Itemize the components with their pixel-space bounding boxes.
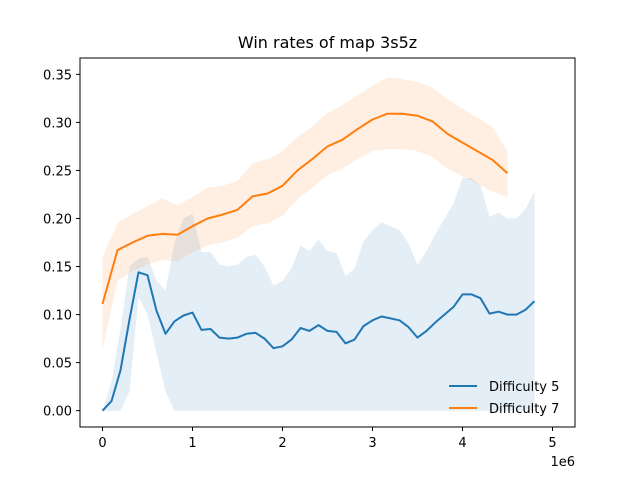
legend-label-2: Difficulty 7 — [489, 402, 559, 417]
series-lines — [101, 112, 536, 412]
plot-frame — [79, 57, 576, 428]
band-series-1 — [102, 178, 535, 411]
legend-label-1: Difficulty 5 — [489, 380, 559, 395]
y-tick-label: 0.25 — [43, 164, 72, 179]
band-series-2 — [102, 77, 508, 351]
x-tick-label: 4 — [458, 436, 466, 451]
y-tick-label: 0.35 — [43, 68, 72, 83]
confidence-bands — [102, 77, 535, 411]
x-tick-label: 0 — [98, 436, 106, 451]
chart-title: Win rates of map 3s5z — [238, 33, 417, 52]
y-tick-label: 0.10 — [43, 309, 72, 324]
x-offset-label: 1e6 — [550, 455, 575, 470]
x-axis: 0 1 2 3 4 5 — [98, 427, 557, 451]
x-tick-label: 5 — [548, 436, 556, 451]
legend: Difficulty 5 Difficulty 7 — [449, 380, 559, 417]
y-axis: 0.00 0.05 0.10 0.15 0.20 0.25 0.30 0.35 — [43, 68, 80, 420]
y-tick-label: 0.30 — [43, 116, 72, 131]
y-tick-label: 0.00 — [43, 405, 72, 420]
y-tick-label: 0.20 — [43, 212, 72, 227]
line-series-1 — [101, 271, 536, 412]
y-tick-label: 0.05 — [43, 357, 72, 372]
x-tick-label: 2 — [278, 436, 286, 451]
y-tick-label: 0.15 — [43, 261, 72, 276]
line-series-2 — [101, 112, 509, 305]
x-tick-label: 3 — [368, 436, 376, 451]
x-tick-label: 1 — [188, 436, 196, 451]
